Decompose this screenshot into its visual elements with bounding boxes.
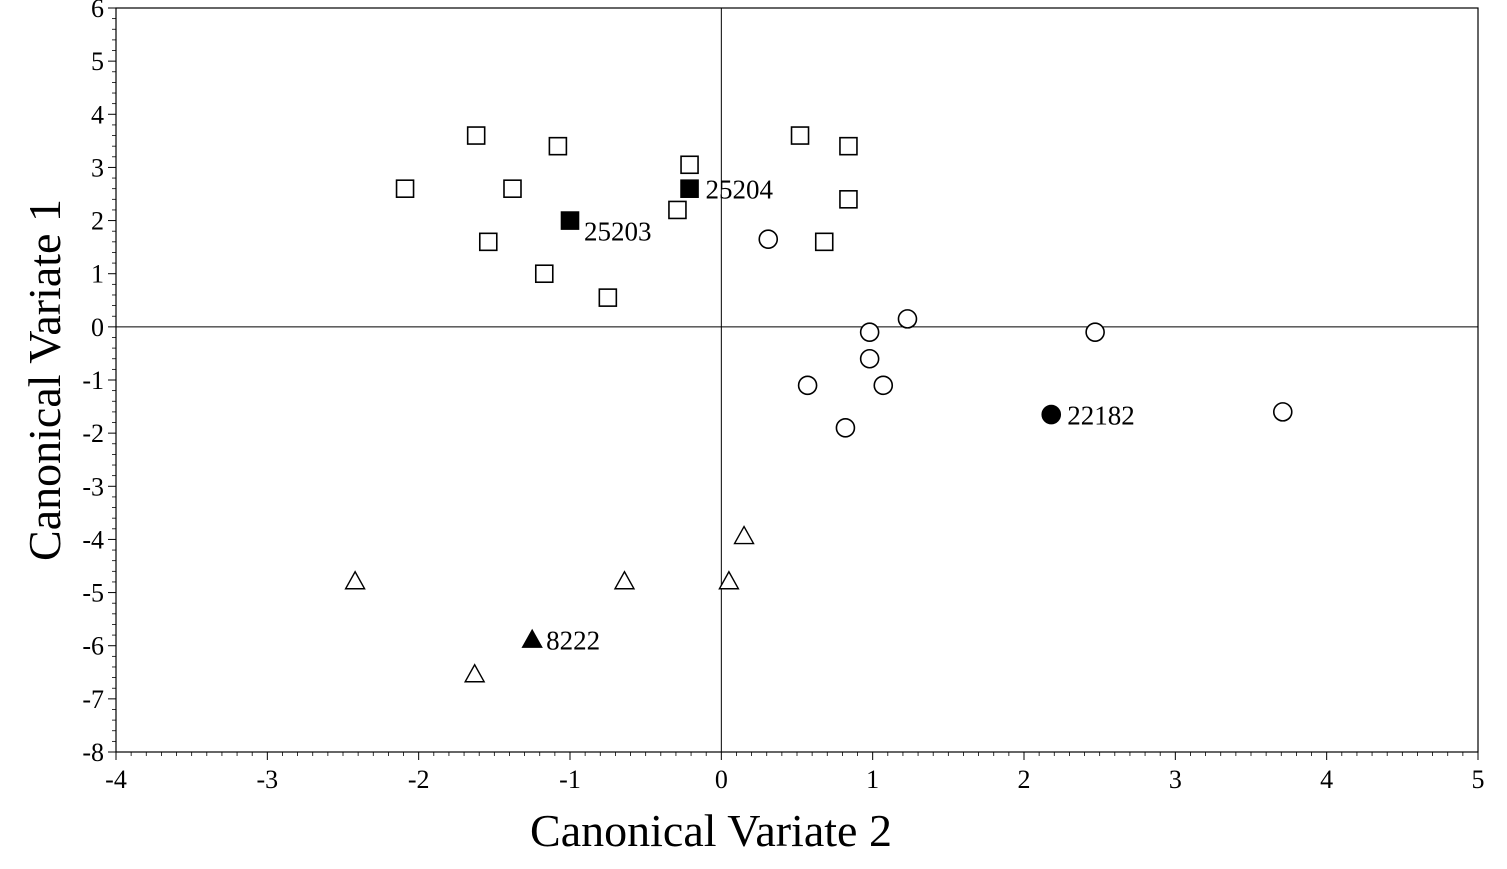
open-square-marker [548, 136, 568, 156]
x-tick-label: -3 [256, 765, 278, 794]
x-tick-label: 5 [1472, 765, 1485, 794]
open-square-marker [680, 155, 699, 175]
open-triangle-marker [344, 570, 366, 590]
point-label: 8222 [546, 625, 600, 655]
x-tick-label: 0 [715, 765, 728, 794]
x-tick-label: 1 [866, 765, 879, 794]
open-circle-marker [897, 309, 918, 329]
open-triangle-marker [463, 663, 486, 683]
y-tick-label: 1 [91, 260, 104, 289]
open-square-marker [503, 179, 522, 198]
y-tick-label: -3 [82, 472, 104, 501]
open-circle-marker [1085, 322, 1105, 342]
open-square-marker [839, 190, 858, 209]
open-square-marker [668, 200, 687, 220]
y-tick-label: 0 [91, 313, 104, 342]
filled-circle-marker [1041, 404, 1062, 425]
point-label: 22182 [1067, 401, 1135, 431]
open-square-marker [466, 126, 486, 145]
point-label: 25204 [706, 175, 774, 205]
filled-square-marker [680, 179, 699, 198]
point-label: 25203 [584, 217, 652, 247]
x-axis-title: Canonical Variate 2 [530, 805, 892, 856]
data-points [344, 126, 1293, 683]
y-tick-label: 4 [91, 100, 104, 129]
y-axis: 6 5 4 3 2 1 0 -1 -2 -3 -4 -5 -6 -7 -8 [82, 0, 116, 767]
open-square-marker [478, 232, 498, 252]
open-square-marker [598, 288, 618, 307]
open-square-marker [790, 126, 810, 145]
y-tick-label: -1 [82, 366, 104, 395]
x-tick-label: 2 [1018, 765, 1031, 794]
y-tick-label: -2 [82, 419, 104, 448]
open-square-marker [839, 136, 858, 156]
reference-lines [116, 8, 1478, 752]
y-tick-label: -6 [82, 632, 104, 661]
x-tick-label: 3 [1169, 765, 1182, 794]
open-circle-marker [835, 418, 856, 438]
y-tick-label: -8 [82, 738, 104, 767]
filled-square-marker [560, 211, 580, 230]
x-tick-label: -1 [559, 765, 581, 794]
open-triangle-marker [613, 570, 636, 590]
x-tick-label: -4 [105, 765, 127, 794]
open-triangle-marker [733, 525, 755, 545]
y-tick-label: 2 [91, 207, 104, 236]
plot-area [115, 7, 1479, 753]
y-tick-label: -7 [82, 685, 104, 714]
open-circle-marker [859, 322, 880, 342]
x-tick-label: 4 [1320, 765, 1333, 794]
y-axis-title: Canonical Variate 1 [19, 199, 70, 561]
open-square-marker [814, 232, 834, 252]
point-labels: 25203 25204 22182 8222 [546, 175, 1135, 656]
y-tick-label: 6 [91, 0, 104, 23]
open-circle-marker [873, 375, 894, 396]
y-tick-label: -5 [82, 579, 104, 608]
open-circle-marker [797, 375, 818, 396]
open-triangle-marker [718, 570, 740, 590]
y-tick-label: -4 [82, 525, 104, 554]
open-square-marker [534, 264, 554, 284]
open-circle-marker [758, 229, 779, 249]
x-axis: -4 -3 -2 -1 0 1 2 3 4 5 [105, 752, 1485, 794]
plot-border [115, 7, 1479, 753]
filled-triangle-marker [521, 628, 543, 648]
open-circle-marker [859, 348, 880, 369]
open-square-marker [395, 179, 415, 198]
open-circle-marker [1272, 402, 1293, 422]
y-tick-label: 3 [91, 153, 104, 182]
x-tick-label: -2 [408, 765, 430, 794]
y-tick-label: 5 [91, 47, 104, 76]
